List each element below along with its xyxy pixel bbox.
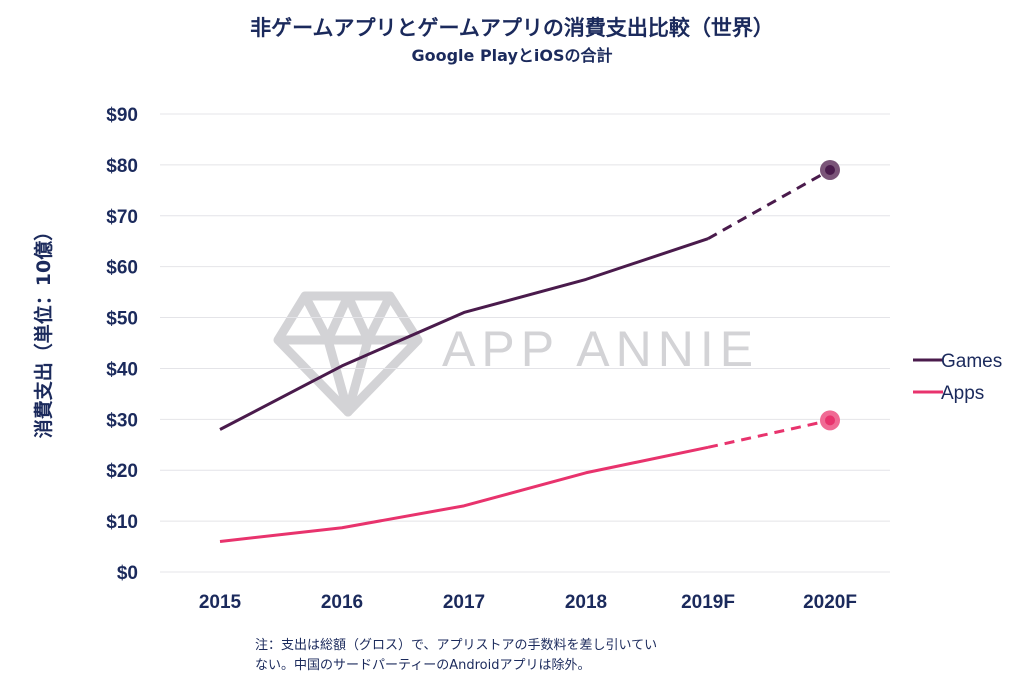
y-tick-label: $10 — [106, 512, 138, 533]
y-tick-label: $40 — [106, 359, 138, 380]
chart-subtitle: Google PlayとiOSの合計 — [411, 46, 613, 65]
watermark-text: APP ANNIE — [442, 321, 759, 377]
x-tick-label: 2020F — [803, 592, 857, 613]
footnote-line-1: 注：支出は総額（グロス）で、アプリストアの手数料を差し引いてい — [255, 638, 658, 653]
y-tick-label: $60 — [106, 258, 138, 279]
y-tick-label: $30 — [106, 410, 138, 431]
diamond-logo-icon — [273, 291, 423, 417]
y-tick-label: $90 — [106, 105, 138, 126]
y-tick-label: $70 — [106, 207, 138, 228]
y-tick-label: $50 — [106, 309, 138, 330]
x-tick-label: 2016 — [321, 592, 363, 613]
x-tick-label: 2019F — [681, 592, 735, 613]
y-axis-label: 消費支出（単位：10億） — [32, 222, 55, 438]
x-tick-label: 2015 — [199, 592, 242, 613]
series-forecast-line-apps — [707, 418, 831, 449]
footnote-line-2: ない。中国のサードパーティーのAndroidアプリは除外。 — [255, 658, 591, 673]
series-point-games — [825, 164, 835, 175]
x-tick-label: 2017 — [443, 592, 485, 613]
series-forecast-line-games — [707, 168, 831, 240]
series-line-apps — [219, 445, 709, 543]
y-tick-label: $0 — [117, 563, 138, 584]
legend-label-apps: Apps — [941, 383, 984, 404]
x-tick-label: 2018 — [565, 592, 607, 613]
watermark: APP ANNIE — [273, 291, 759, 417]
y-tick-label: $20 — [106, 461, 138, 482]
footnote: 注：支出は総額（グロス）で、アプリストアの手数料を差し引いてい ない。中国のサー… — [255, 636, 855, 676]
series-point-apps — [825, 415, 835, 426]
y-tick-label: $80 — [106, 156, 138, 177]
legend-label-games: Games — [941, 351, 1002, 372]
series-line-games — [219, 237, 709, 431]
chart-title: 非ゲームアプリとゲームアプリの消費支出比較（世界） — [250, 16, 774, 40]
